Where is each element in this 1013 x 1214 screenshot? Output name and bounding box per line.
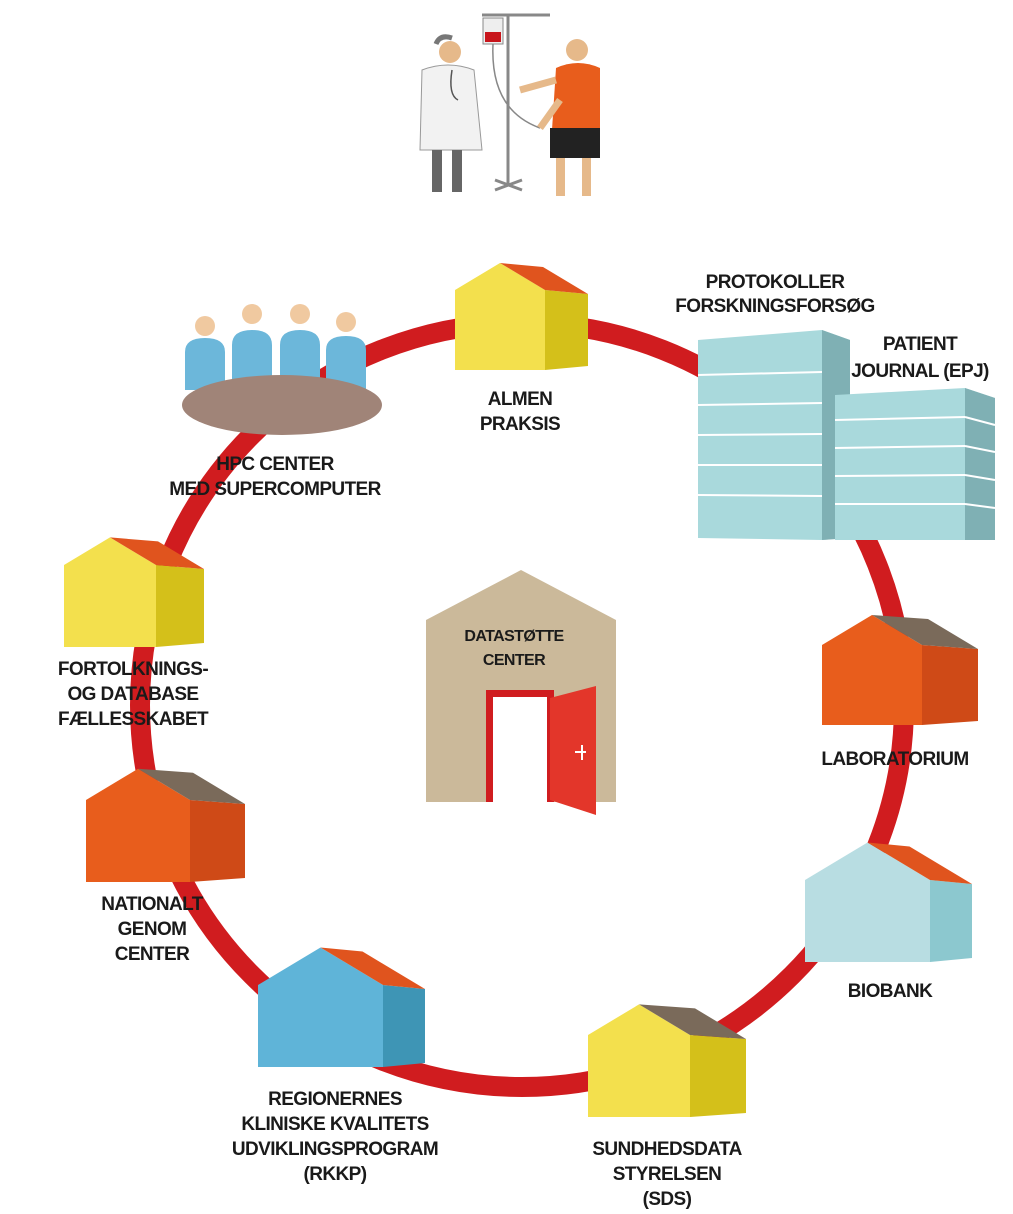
node-label: MED SUPERCOMPUTER [169,479,381,500]
house [86,769,245,882]
node-label: PROTOKOLLER [706,272,846,293]
house [822,615,978,725]
node-label: STYRELSEN [613,1164,722,1185]
node-label: LABORATORIUM [821,749,968,770]
node-label: UDVIKLINGSPROGRAM [232,1139,438,1160]
node-label: HPC CENTER [216,454,334,475]
node-label: (SDS) [643,1189,692,1209]
house [258,948,425,1068]
node-label: FÆLLESSKABET [58,709,209,730]
node-label: PRAKSIS [480,414,560,435]
node-label: ALMEN [488,389,553,410]
house-side [690,1035,746,1117]
meeting-table-illustration [182,304,382,435]
node-label: GENOM [118,919,187,940]
house-side [930,880,972,962]
house [455,263,588,370]
node-label: REGIONERNES [268,1089,402,1110]
node-label: FORTOLKNINGS- [58,659,208,680]
node-label: SUNDHEDSDATA [592,1139,742,1160]
node-label: PATIENT [883,334,958,355]
center-label: CENTER [483,652,546,669]
house-side [545,290,588,370]
node-label: JOURNAL (EPJ) [851,361,989,382]
node-label: FORSKNINGSFORSØG [675,296,874,317]
house-side [190,800,245,882]
node-label: OG DATABASE [68,684,199,705]
node-label: KLINISKE KVALITETS [241,1114,428,1135]
doctor-patient-illustration [420,15,600,196]
node-label: NATIONALT [101,894,204,915]
datastotte-center-building [426,570,616,815]
body: ALMEN PRAKSIS PROTOKOLLER FORSKNINGSFORSØG P… [0,0,1013,1209]
house [64,537,204,647]
diagram: ALMEN PRAKSIS PROTOKOLLER FORSKNINGSFORSØG P… [0,0,1013,1209]
center-label: DATASTØTTE [464,628,564,645]
page: Diagram {"nodes": [ {"label": ["ALMEN", … [0,0,1013,1209]
house-side [156,565,204,647]
node-label: (RKKP) [304,1164,367,1185]
house-side [922,645,978,725]
house-side [383,985,425,1067]
house [805,843,972,963]
node-label: CENTER [115,944,190,965]
node-label: BIOBANK [848,981,933,1002]
